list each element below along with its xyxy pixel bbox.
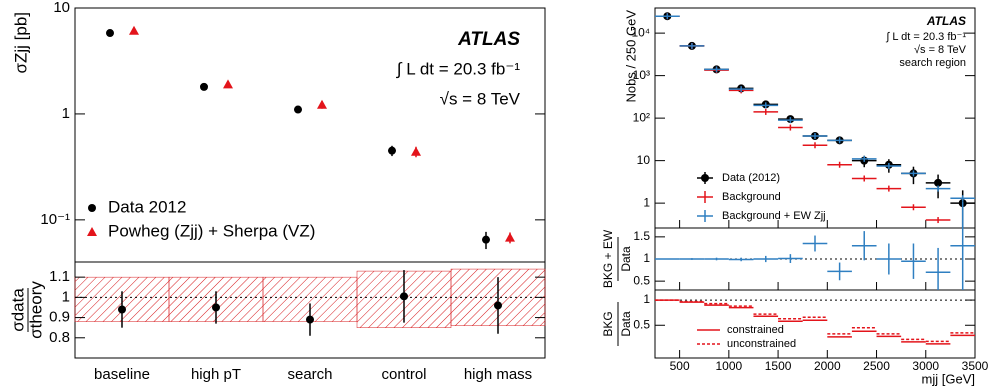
- x-tick-label: high mass: [464, 366, 532, 383]
- marker: [388, 146, 396, 155]
- y-axis-label: BKG + EW Data: [601, 229, 633, 288]
- x-axis-label: mjj [GeV]: [922, 371, 975, 386]
- y-tick-label: 0.9: [49, 309, 70, 326]
- y-tick-label: 1: [62, 288, 70, 305]
- y-tick-label: 0.8: [49, 329, 70, 346]
- x-tick-label: 2000: [814, 359, 841, 373]
- marker: [317, 99, 327, 109]
- y-tick-label: 1: [643, 195, 650, 209]
- y-label-numerator: BKG + EW: [601, 229, 615, 288]
- legend-label: Data (2012): [722, 172, 780, 184]
- marker: [494, 301, 502, 310]
- annotation: ∫ L dt = 20.3 fb⁻¹: [885, 31, 966, 43]
- y-label-numerator: σdata: [8, 288, 27, 332]
- marker: [223, 79, 233, 89]
- x-tick-label: 1500: [765, 359, 792, 373]
- marker: [400, 292, 408, 301]
- y-tick-label: 10: [53, 0, 70, 16]
- x-tick-label: 500: [670, 359, 690, 373]
- y-label-numerator: BKG: [601, 311, 615, 336]
- x-tick-label: 3000: [912, 359, 939, 373]
- marker: [212, 303, 220, 312]
- annotation: √s = 8 TeV: [914, 44, 967, 56]
- x-tick-label: baseline: [94, 366, 150, 383]
- y-tick-label: 1: [62, 105, 70, 122]
- y-tick-label: 1.5: [633, 229, 650, 243]
- y-tick-label: 0.5: [633, 317, 650, 331]
- x-tick-label: 3500: [962, 359, 989, 373]
- legend-marker: [701, 174, 709, 182]
- marker: [934, 178, 943, 187]
- x-tick-label: 1000: [715, 359, 742, 373]
- x-tick-label: control: [381, 366, 426, 383]
- annotation: √s = 8 TeV: [440, 89, 521, 108]
- legend-label: Background: [722, 191, 781, 203]
- marker: [505, 232, 515, 242]
- right-ratio2-frame: [654, 289, 976, 359]
- y-axis-label: BKG Data: [601, 302, 633, 346]
- y-tick-label: 1: [643, 251, 650, 265]
- marker: [129, 25, 139, 35]
- legend-label: Background + EW Zjj: [722, 210, 826, 222]
- marker: [306, 315, 314, 324]
- marker: [482, 235, 490, 244]
- marker: [411, 146, 421, 156]
- marker: [87, 227, 97, 236]
- x-tick-label: high pT: [191, 366, 241, 383]
- marker: [106, 29, 114, 38]
- marker: [118, 305, 126, 314]
- y-tick-label: 10⁻¹: [40, 211, 70, 228]
- y-tick-label: 0.5: [633, 273, 650, 287]
- y-axis-label: σZjj [pb]: [11, 12, 30, 74]
- x-tick-label: 2500: [863, 359, 890, 373]
- y-tick-label: 10: [637, 153, 651, 167]
- y-label-denominator: Data: [619, 311, 633, 337]
- y-tick-label: 10³: [633, 68, 650, 82]
- y-tick-label: 10⁴: [631, 25, 650, 39]
- legend-label: Powheg (Zjj) + Sherpa (VZ): [108, 221, 315, 240]
- marker: [294, 105, 302, 114]
- legend-label: constrained: [727, 324, 784, 336]
- marker: [200, 82, 208, 91]
- y-label-denominator: Data: [619, 246, 633, 272]
- y-tick-label: 10²: [633, 110, 650, 124]
- annotation: ∫ L dt = 20.3 fb⁻¹: [396, 59, 520, 78]
- y-tick-label: 1: [643, 292, 650, 306]
- annotation: search region: [899, 57, 966, 69]
- legend-label: unconstrained: [727, 338, 796, 350]
- y-axis-label: Nobs / 250 GeV: [623, 10, 638, 103]
- y-label-denominator: σtheory: [26, 281, 45, 339]
- y-axis-label: σdata σtheory: [8, 281, 45, 339]
- y-tick-label: 1.1: [49, 268, 70, 285]
- legend-label: Data 2012: [108, 197, 186, 216]
- annotation: ATLAS: [457, 29, 520, 50]
- annotation: ATLAS: [926, 14, 966, 28]
- x-tick-label: search: [287, 366, 332, 383]
- marker: [88, 204, 96, 212]
